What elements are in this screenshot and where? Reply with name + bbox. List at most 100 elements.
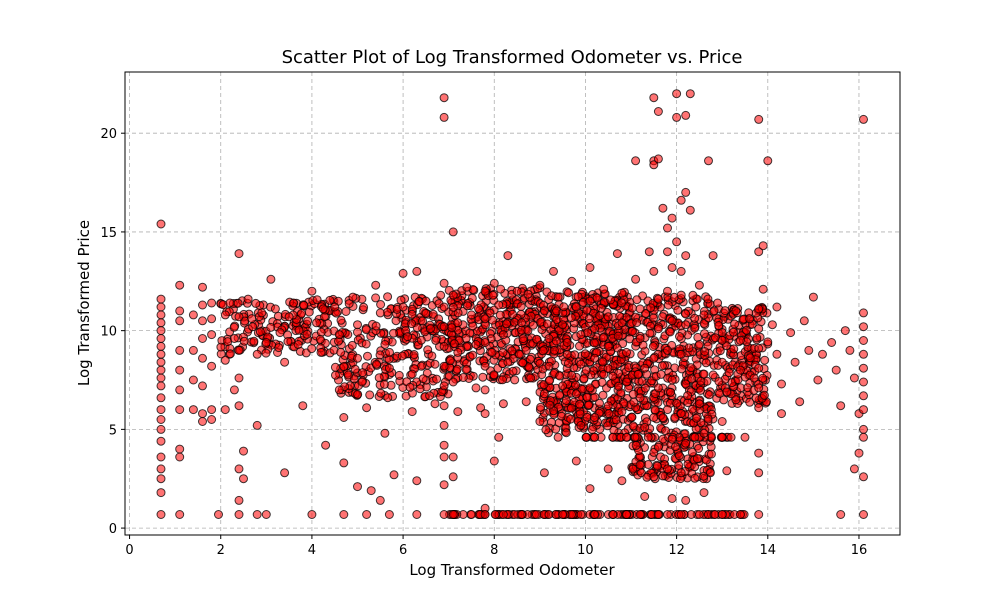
data-point	[585, 315, 593, 323]
chart-title: Scatter Plot of Log Transformed Odometer…	[282, 47, 743, 68]
data-point	[422, 310, 430, 318]
data-point	[695, 400, 703, 408]
data-point	[585, 401, 593, 409]
data-point	[577, 360, 585, 368]
data-point	[659, 204, 667, 212]
data-point	[373, 360, 381, 368]
data-point	[773, 303, 781, 311]
data-point	[860, 511, 868, 519]
data-point	[176, 317, 184, 325]
data-point	[316, 335, 324, 343]
data-point	[313, 319, 321, 327]
data-point	[700, 311, 708, 319]
data-point	[176, 453, 184, 461]
data-point	[363, 511, 371, 519]
data-point	[199, 410, 207, 418]
data-point	[404, 333, 412, 341]
data-point	[381, 429, 389, 437]
data-point	[716, 347, 724, 355]
data-point	[563, 339, 571, 347]
x-tick-label: 10	[577, 543, 594, 558]
data-point	[281, 469, 289, 477]
y-axis-label: Log Transformed Price	[75, 220, 93, 386]
data-point	[157, 295, 165, 303]
data-point	[691, 324, 699, 332]
data-point	[199, 283, 207, 291]
data-point	[764, 157, 772, 165]
data-point	[673, 113, 681, 121]
data-point	[644, 433, 652, 441]
data-point	[449, 473, 457, 481]
data-point	[650, 354, 658, 362]
data-point	[199, 382, 207, 390]
data-point	[814, 376, 822, 384]
data-point	[773, 350, 781, 358]
data-point	[705, 391, 713, 399]
data-point	[682, 321, 690, 329]
data-point	[481, 386, 489, 394]
data-point	[591, 433, 599, 441]
data-point	[641, 364, 649, 372]
data-point	[577, 421, 585, 429]
data-point	[305, 308, 313, 316]
data-point	[157, 327, 165, 335]
data-point	[860, 115, 868, 123]
data-point	[718, 336, 726, 344]
data-point	[281, 358, 289, 366]
data-point	[176, 366, 184, 374]
data-point	[234, 299, 242, 307]
data-point	[641, 423, 649, 431]
data-point	[702, 359, 710, 367]
data-point	[235, 496, 243, 504]
data-point	[354, 321, 362, 329]
x-tick-label: 2	[217, 543, 225, 558]
data-point	[518, 319, 526, 327]
data-point	[668, 435, 676, 443]
data-point	[755, 325, 763, 333]
data-point	[454, 408, 462, 416]
data-point	[701, 348, 709, 356]
data-point	[449, 303, 457, 311]
data-point	[716, 390, 724, 398]
data-point	[691, 474, 699, 482]
data-point	[518, 511, 526, 519]
data-point	[157, 220, 165, 228]
data-point	[462, 366, 470, 374]
data-point	[700, 489, 708, 497]
data-point	[199, 301, 207, 309]
data-point	[532, 511, 540, 519]
data-point	[408, 310, 416, 318]
data-point	[537, 403, 545, 411]
data-point	[331, 363, 339, 371]
data-point	[337, 348, 345, 356]
data-point	[395, 371, 403, 379]
data-point	[682, 188, 690, 196]
data-point	[682, 380, 690, 388]
data-point	[678, 365, 686, 373]
data-point	[157, 511, 165, 519]
data-point	[787, 329, 795, 337]
data-point	[372, 294, 380, 302]
data-point	[559, 382, 567, 390]
data-point	[490, 371, 498, 379]
data-point	[440, 362, 448, 370]
data-point	[577, 331, 585, 339]
data-point	[340, 459, 348, 467]
data-point	[472, 384, 480, 392]
data-point	[700, 429, 708, 437]
data-point	[503, 320, 511, 328]
data-point	[755, 115, 763, 123]
data-point	[495, 301, 503, 309]
data-point	[221, 356, 229, 364]
data-point	[860, 364, 868, 372]
data-point	[632, 157, 640, 165]
data-point	[586, 264, 594, 272]
data-point	[235, 465, 243, 473]
data-point	[675, 452, 683, 460]
data-point	[753, 334, 761, 342]
data-point	[860, 378, 868, 386]
data-point	[440, 113, 448, 121]
data-point	[664, 301, 672, 309]
data-point	[285, 313, 293, 321]
data-point	[481, 315, 489, 323]
